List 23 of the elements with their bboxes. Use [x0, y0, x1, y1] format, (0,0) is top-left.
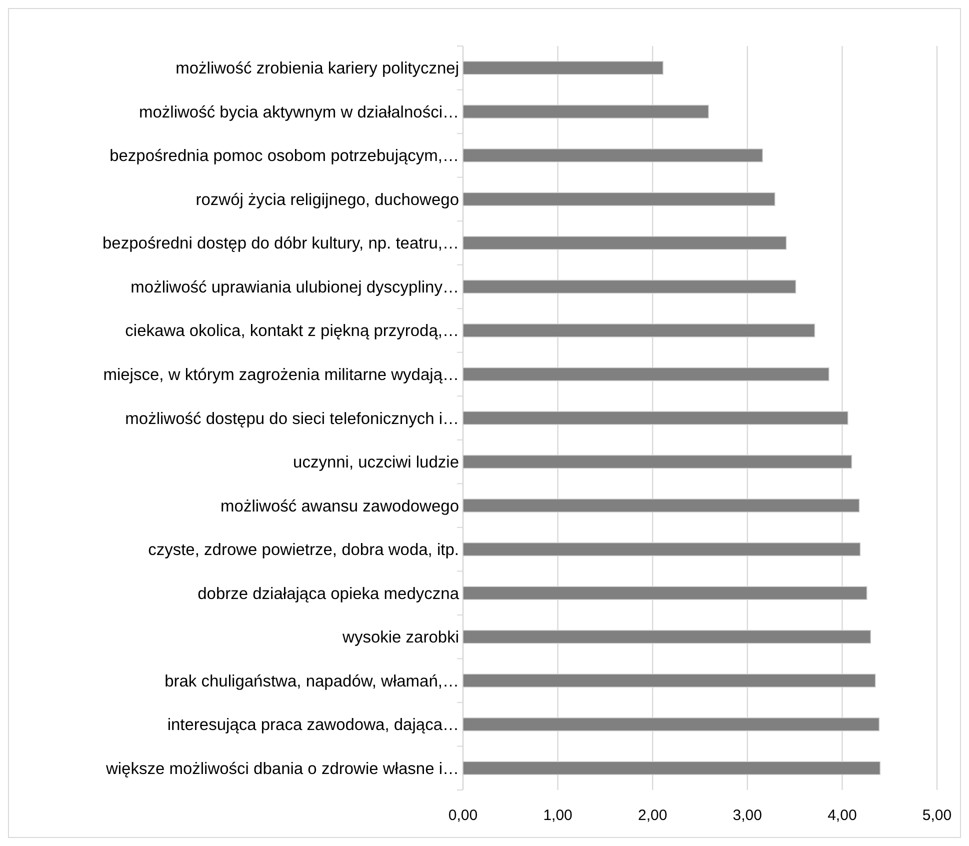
y-tick-label: czyste, zdrowe powietrze, dobra woda, itp. [148, 541, 459, 560]
y-tick-label: dobrze działająca opieka medyczna [198, 584, 460, 603]
y-tick-label: miejsce, w którym zagrożenia militarne wydają… [103, 366, 459, 384]
y-tick-label: rozwój życia religijnego, duchowego [196, 190, 459, 209]
y-tick-label: większe możliwości dbania o zdrowie własne i… [104, 760, 459, 778]
y-tick-label: możliwość zrobienia kariery politycznej [176, 60, 459, 78]
y-tick-label: możliwość uprawiania ulubionej dyscypliny… [130, 278, 459, 296]
y-tick-label: możliwość awansu zawodowego [220, 497, 459, 516]
y-tick-label: bezpośredni dostęp do dóbr kultury, np. teatru,… [102, 234, 459, 253]
y-tick-label: interesująca praca zawodowa, dająca… [167, 716, 459, 734]
x-tick-label: 0,00 [448, 807, 478, 824]
x-tick-label: 2,00 [638, 807, 668, 824]
y-tick-label: uczynni, uczciwi ludzie [293, 454, 459, 472]
x-tick-label: 5,00 [922, 807, 952, 824]
y-tick-label: ciekawa okolica, kontakt z piękną przyrodą,… [125, 322, 459, 340]
y-tick-label: brak chuligaństwa, napadów, włamań,… [164, 672, 459, 690]
y-tick-label: bezpośrednia pomoc osobom potrzebującym,… [110, 147, 459, 166]
x-tick-label: 1,00 [543, 807, 572, 824]
y-tick-label: wysokie zarobki [342, 628, 459, 647]
y-tick-label: możliwość bycia aktywnym w działalności… [138, 103, 459, 122]
y-tick-label: możliwość dostępu do sieci telefonicznych i… [125, 410, 459, 428]
x-tick-label: 3,00 [732, 807, 762, 824]
x-tick-label: 4,00 [828, 807, 857, 824]
